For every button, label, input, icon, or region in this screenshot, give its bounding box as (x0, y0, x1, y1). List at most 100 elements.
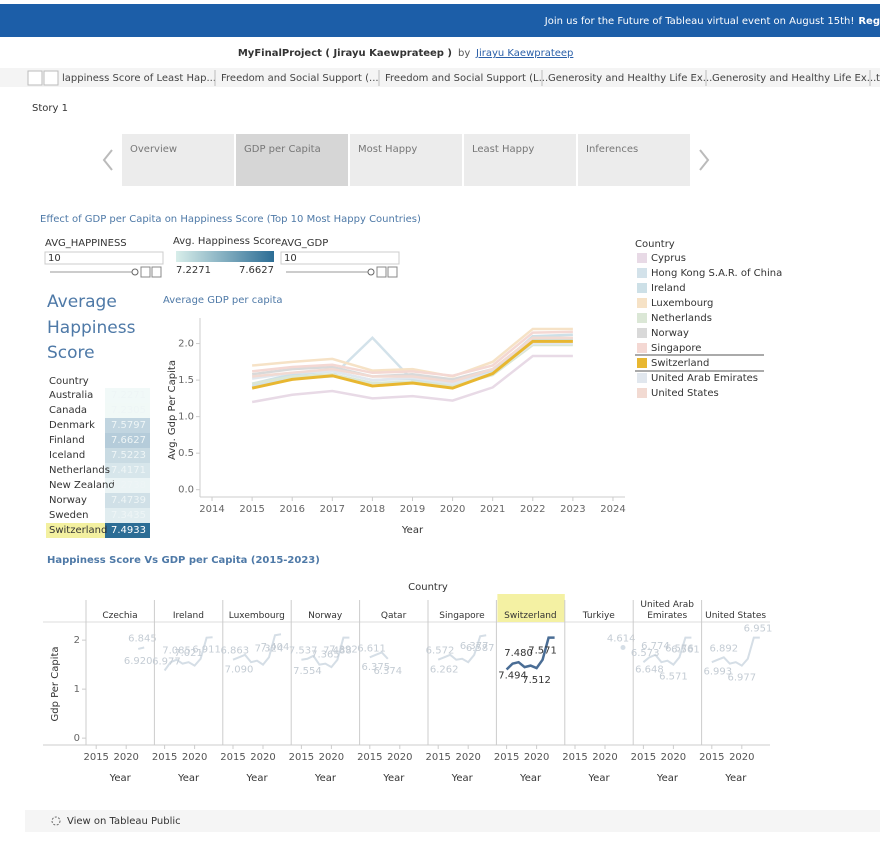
x-tick-label: 2015 (220, 752, 245, 763)
legend-swatch[interactable] (637, 298, 647, 308)
banner-link[interactable]: Reg (858, 16, 880, 27)
happiness-label: 7.404 (261, 642, 290, 653)
table-country: New Zealand (49, 480, 115, 491)
x-tick-label: 2014 (199, 504, 224, 515)
x-axis-title: Year (109, 773, 132, 784)
legend-label[interactable]: United Arab Emirates (651, 373, 758, 384)
happiness-label: 7.324 (255, 643, 284, 654)
story-point-label[interactable]: Inferences (586, 144, 638, 155)
x-tick-label: 2022 (520, 504, 545, 515)
filter-value: 10 (284, 253, 297, 264)
slider-handle[interactable] (367, 268, 375, 276)
story-point[interactable] (236, 134, 348, 186)
facet-title: Country (408, 582, 448, 593)
happiness-label: 7.085 (162, 646, 191, 657)
legend-label[interactable]: United States (651, 388, 719, 399)
legend-label[interactable]: Luxembourg (651, 298, 713, 309)
legend-label[interactable]: Netherlands (651, 313, 712, 324)
x-tick-label: 2020 (455, 752, 480, 763)
story-point[interactable] (122, 134, 234, 186)
x-axis-title: Year (245, 773, 268, 784)
happiness-label: 6.863 (220, 646, 249, 657)
story-title: Story 1 (32, 103, 68, 114)
legend-swatch[interactable] (637, 358, 647, 368)
sheet-tab[interactable]: Generosity and Healthy Life Ex... (712, 73, 876, 84)
story-point[interactable] (578, 134, 690, 186)
legend-label[interactable]: Singapore (651, 343, 701, 354)
table-cell (105, 448, 150, 463)
sheet-tab[interactable]: t (876, 73, 880, 84)
series-line (711, 636, 760, 667)
y-axis-title: Gdp Per Capita (50, 646, 61, 721)
filter-input[interactable] (280, 251, 400, 265)
story-point[interactable] (350, 134, 462, 186)
project-title: MyFinalProject ( Jirayu Kaewprateep ) (238, 48, 452, 59)
legend-swatch[interactable] (637, 388, 647, 398)
legend-swatch[interactable] (637, 268, 647, 278)
table-country: Sweden (49, 510, 89, 521)
facet-header: Switzerland (504, 611, 557, 621)
x-tick-label: 2015 (152, 752, 177, 763)
slider-handle[interactable] (131, 268, 139, 276)
story-point[interactable] (464, 134, 576, 186)
x-tick-label: 2020 (387, 752, 412, 763)
legend-label[interactable]: Hong Kong S.A.R. of China (651, 268, 782, 279)
footer-link[interactable]: View on Tableau Public (67, 816, 181, 827)
legend-label[interactable]: Norway (651, 328, 689, 339)
slider-button[interactable] (376, 266, 387, 278)
story-point-label[interactable]: Least Happy (472, 144, 534, 155)
legend-swatch[interactable] (637, 343, 647, 353)
story-point-label[interactable]: GDP per Capita (244, 144, 321, 155)
series-line (437, 634, 487, 664)
table-value: 7.6627 (111, 435, 146, 446)
author-link[interactable]: Jirayu Kaewprateep (475, 48, 573, 59)
sheet-tab[interactable]: Freedom and Social Support (L... (385, 73, 548, 84)
series-line (251, 330, 573, 377)
tab-prev-button[interactable] (43, 70, 59, 86)
y-tick-label: 0.5 (178, 448, 194, 459)
happiness-label: 6.262 (430, 664, 459, 675)
table-value: 7.5797 (111, 420, 146, 431)
series-line (252, 327, 573, 378)
slider-button[interactable] (387, 266, 398, 278)
legend-swatch[interactable] (637, 253, 647, 263)
happiness-label: 6.993 (703, 667, 732, 678)
story-prev-arrow[interactable] (102, 149, 113, 171)
x-tick-label: 2016 (279, 504, 304, 515)
legend-title: Country (635, 239, 675, 250)
x-tick-label: 2020 (729, 752, 754, 763)
story-point-label[interactable]: Overview (130, 144, 177, 155)
tableau-icon (51, 816, 61, 826)
legend-label[interactable]: Switzerland (651, 358, 709, 369)
happiness-label: 7.554 (293, 666, 322, 677)
x-tick-label: 2020 (661, 752, 686, 763)
slider-button[interactable] (140, 266, 151, 278)
table-cell (105, 508, 150, 523)
tab-menu-button[interactable] (27, 70, 43, 86)
sheet-tab[interactable]: Generosity and Healthy Life Ex... (548, 73, 712, 84)
sheet-tab[interactable]: lappiness Score of Least Hap... (62, 73, 216, 84)
point (620, 644, 626, 650)
story-next-arrow[interactable] (699, 149, 710, 171)
legend-swatch[interactable] (637, 313, 647, 323)
x-tick-label: 2015 (357, 752, 382, 763)
legend-swatch[interactable] (637, 328, 647, 338)
story-point-label[interactable]: Most Happy (358, 144, 417, 155)
filter-input[interactable] (44, 251, 164, 265)
x-tick-label: 2020 (592, 752, 617, 763)
sheet-tab[interactable]: Freedom and Social Support (... (221, 73, 379, 84)
x-tick-label: 2015 (425, 752, 450, 763)
table-country: Denmark (49, 420, 95, 431)
legend-swatch[interactable] (637, 373, 647, 383)
x-tick-label: 2020 (250, 752, 275, 763)
happiness-label: 6.374 (373, 666, 402, 677)
legend-label[interactable]: Ireland (651, 283, 686, 294)
happiness-label: 7.537 (289, 646, 318, 657)
legend-swatch[interactable] (637, 283, 647, 293)
happiness-label: 6.561 (671, 645, 700, 656)
banner (0, 4, 880, 37)
x-tick-label: 2020 (524, 752, 549, 763)
x-axis-title: Year (724, 773, 747, 784)
slider-button[interactable] (151, 266, 162, 278)
legend-label[interactable]: Cyprus (651, 253, 686, 264)
